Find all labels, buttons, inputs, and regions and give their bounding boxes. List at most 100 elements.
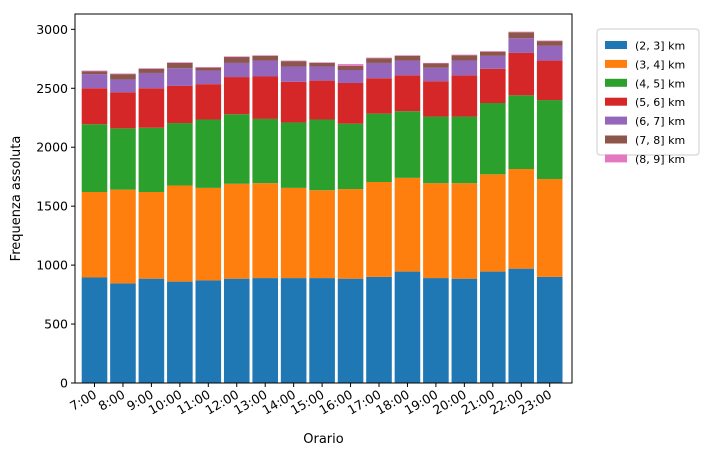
bar-segment-2000-s4 bbox=[451, 75, 478, 117]
y-axis: 0 500 1000 1500 2000 2500 3000 bbox=[36, 22, 75, 391]
bar-segment-1600-s5 bbox=[337, 70, 364, 83]
bar-segment-2200-s3 bbox=[508, 95, 535, 170]
bar-segment-1300-s2 bbox=[252, 183, 278, 279]
bar-segment-1500-s7 bbox=[309, 62, 335, 63]
legend-label: (5, 6] km bbox=[635, 96, 685, 109]
bar-segment-800-s4 bbox=[110, 92, 136, 129]
bar-segment-2100-s5 bbox=[480, 55, 506, 69]
bar-segment-1800-s3 bbox=[394, 111, 421, 178]
y-axis-title: Frequenza assoluta bbox=[9, 136, 24, 262]
bar-segment-800-s3 bbox=[110, 128, 136, 190]
bar-segment-1200-s5 bbox=[223, 62, 250, 78]
bar-segment-1000-s4 bbox=[167, 85, 193, 124]
bar-segment-1200-s3 bbox=[223, 114, 250, 184]
bar-segment-1700-s7 bbox=[366, 57, 392, 59]
bar-segment-1900-s2 bbox=[423, 183, 449, 279]
bar-segment-700-s1 bbox=[81, 277, 108, 383]
bars-layer bbox=[81, 31, 563, 383]
bar-segment-1300-s6 bbox=[252, 55, 278, 61]
bar-segment-900-s2 bbox=[138, 192, 165, 279]
bar-segment-1300-s5 bbox=[252, 60, 278, 77]
bar-segment-1400-s6 bbox=[280, 61, 307, 67]
bar-segment-700-s7 bbox=[81, 70, 108, 72]
legend-swatch bbox=[605, 78, 627, 87]
bar-segment-1500-s5 bbox=[309, 66, 335, 81]
legend-swatch bbox=[605, 135, 627, 144]
bar-segment-2300-s3 bbox=[536, 100, 563, 180]
bar-segment-1500-s3 bbox=[309, 119, 335, 191]
bar-segment-1500-s2 bbox=[309, 190, 335, 279]
bar-segment-1300-s4 bbox=[252, 76, 278, 119]
bar-segment-1800-s7 bbox=[394, 55, 421, 56]
bar-segment-2000-s6 bbox=[451, 55, 478, 61]
bar-segment-800-s5 bbox=[110, 79, 136, 93]
bar-segment-2100-s2 bbox=[480, 174, 506, 272]
bar-segment-1400-s5 bbox=[280, 66, 307, 82]
bar-segment-1700-s2 bbox=[366, 182, 392, 277]
x-tick-label: 7:00 bbox=[67, 387, 99, 414]
bar-segment-1600-s3 bbox=[337, 123, 364, 190]
bar-segment-1500-s4 bbox=[309, 80, 335, 120]
bar-segment-900-s5 bbox=[138, 72, 165, 89]
bar-segment-2200-s1 bbox=[508, 268, 535, 383]
legend: (2, 3] km (3, 4] km (4, 5] km (5, 6] km (6, … bbox=[596, 28, 700, 166]
bar-segment-700-s6 bbox=[81, 71, 108, 75]
legend-label: (4, 5] km bbox=[635, 77, 685, 90]
bar-segment-1600-s4 bbox=[337, 82, 364, 124]
bar-segment-2300-s5 bbox=[536, 45, 563, 61]
bar-segment-2300-s2 bbox=[536, 179, 563, 277]
bar-segment-2100-s7 bbox=[480, 51, 506, 52]
bar-segment-1100-s7 bbox=[195, 67, 222, 68]
bar-segment-900-s7 bbox=[138, 68, 165, 69]
y-tick-label: 500 bbox=[44, 317, 68, 332]
bar-segment-1800-s6 bbox=[394, 55, 421, 61]
bar-segment-1100-s2 bbox=[195, 187, 222, 281]
bar-segment-1300-s3 bbox=[252, 118, 278, 184]
legend-label: (3, 4] km bbox=[635, 58, 685, 71]
bar-segment-1100-s5 bbox=[195, 70, 222, 85]
bar-segment-1100-s6 bbox=[195, 67, 222, 71]
bar-segment-800-s7 bbox=[110, 73, 136, 75]
bar-segment-2100-s3 bbox=[480, 103, 506, 175]
bar-segment-1900-s3 bbox=[423, 116, 449, 184]
legend-swatch bbox=[605, 97, 627, 106]
bar-segment-700-s5 bbox=[81, 74, 108, 89]
bar-segment-1700-s1 bbox=[366, 276, 392, 383]
bar-segment-1000-s6 bbox=[167, 62, 193, 69]
bar-segment-1000-s5 bbox=[167, 68, 193, 86]
bar-segment-900-s3 bbox=[138, 127, 165, 193]
bar-segment-1100-s3 bbox=[195, 119, 222, 188]
legend-label: (7, 8] km bbox=[635, 134, 685, 147]
legend-label: (8, 9] km bbox=[635, 153, 685, 166]
bar-segment-1900-s1 bbox=[423, 278, 449, 383]
bar-segment-2100-s4 bbox=[480, 68, 506, 104]
bar-segment-1800-s4 bbox=[394, 75, 421, 112]
x-tick-label: 8:00 bbox=[96, 387, 128, 414]
x-axis: 7:008:009:0010:0011:0012:0013:0014:0015:… bbox=[67, 383, 554, 418]
bar-segment-2200-s2 bbox=[508, 169, 535, 269]
y-tick-label: 3000 bbox=[36, 22, 68, 37]
bar-segment-1200-s4 bbox=[223, 77, 250, 115]
bar-segment-1600-s2 bbox=[337, 189, 364, 279]
bar-segment-900-s6 bbox=[138, 68, 165, 73]
bar-segment-2000-s2 bbox=[451, 183, 478, 279]
bar-segment-700-s3 bbox=[81, 124, 108, 193]
bar-segment-1500-s1 bbox=[309, 278, 335, 383]
bar-segment-2300-s4 bbox=[536, 60, 563, 101]
bar-segment-1200-s6 bbox=[223, 57, 250, 63]
bar-segment-1100-s4 bbox=[195, 84, 222, 120]
bar-segment-1900-s6 bbox=[423, 63, 449, 68]
bar-segment-1800-s5 bbox=[394, 60, 421, 76]
x-tick-label: 23:00 bbox=[515, 387, 554, 418]
bar-segment-1400-s4 bbox=[280, 81, 307, 123]
bar-segment-2200-s4 bbox=[508, 52, 535, 96]
legend-swatch bbox=[605, 41, 627, 49]
bar-segment-1000-s1 bbox=[167, 281, 193, 383]
y-tick-label: 1500 bbox=[36, 199, 68, 214]
bar-segment-2300-s7 bbox=[536, 40, 563, 42]
bar-segment-2300-s6 bbox=[536, 41, 563, 46]
bar-segment-2000-s7 bbox=[451, 54, 478, 56]
bar-segment-2100-s6 bbox=[480, 51, 506, 56]
